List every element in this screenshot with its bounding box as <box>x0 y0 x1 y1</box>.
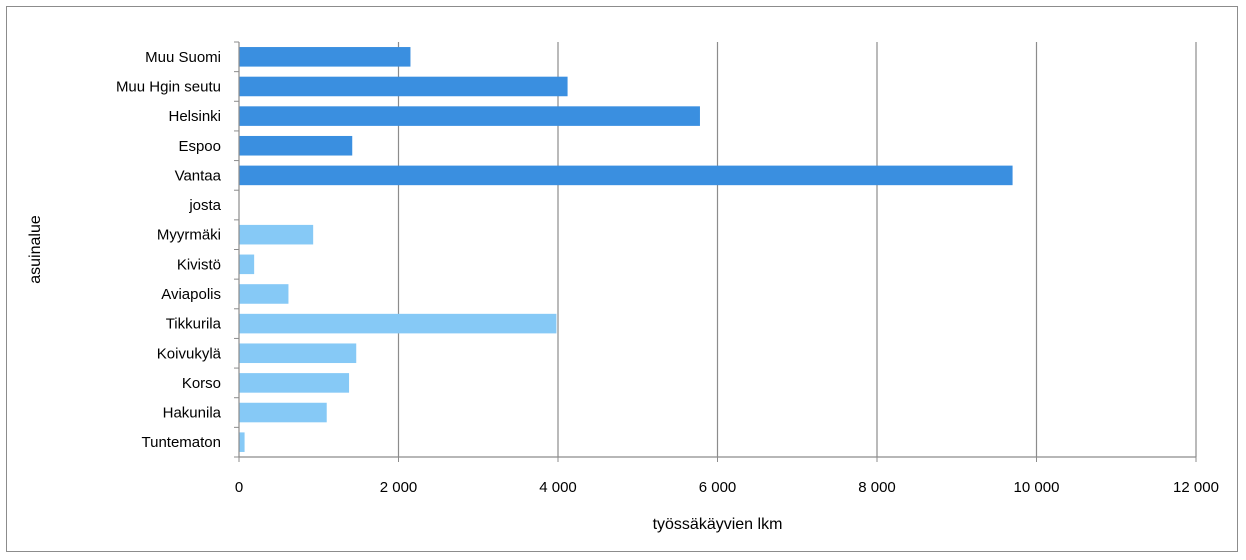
bars <box>239 47 1013 452</box>
bar <box>239 224 314 245</box>
y-tick-label: Korso <box>182 375 221 392</box>
y-tick-label: Helsinki <box>168 108 221 125</box>
y-tick-labels: Muu Suomi Muu Hgin seutu Helsinki Espoo Vant… <box>116 49 222 451</box>
grid-lines <box>397 42 1197 457</box>
y-tick-label: Aviapolis <box>161 286 221 303</box>
x-tick-labels: 0 2 000 4 000 6 000 8 000 10 000 12 000 <box>235 479 1219 496</box>
bar <box>239 165 1013 186</box>
bar <box>239 402 327 423</box>
bar <box>239 76 568 97</box>
x-tick-label: 6 000 <box>699 479 737 496</box>
bar <box>239 432 245 452</box>
x-axis-title: työssäkäyvien lkm <box>653 516 783 533</box>
bar <box>239 313 557 334</box>
y-tick-label: josta <box>188 197 221 214</box>
bar <box>239 106 700 126</box>
axes <box>234 41 1197 462</box>
y-tick-label: Tikkurila <box>166 316 222 333</box>
chart-frame <box>6 6 1238 552</box>
y-tick-label: Vantaa <box>175 167 222 184</box>
bar <box>239 343 357 364</box>
x-tick-label: 12 000 <box>1173 479 1219 496</box>
y-tick-label: Tuntematon <box>142 434 222 451</box>
x-tick-label: 4 000 <box>539 479 577 496</box>
bar <box>239 254 255 275</box>
y-tick-label: Myyrmäki <box>157 227 221 244</box>
bar <box>239 284 289 304</box>
x-tick-label: 8 000 <box>858 479 896 496</box>
bar <box>239 47 411 67</box>
y-tick-label: Muu Hgin seutu <box>116 78 221 95</box>
x-tick-label: 0 <box>235 479 243 496</box>
y-tick-label: Espoo <box>178 138 221 155</box>
y-tick-label: Hakunila <box>163 405 222 422</box>
y-tick-label: Koivukylä <box>157 345 222 362</box>
y-tick-label: Kivistö <box>177 256 221 273</box>
bar <box>239 373 350 393</box>
x-tick-label: 10 000 <box>1014 479 1060 496</box>
x-tick-label: 2 000 <box>380 479 418 496</box>
y-tick-label: Muu Suomi <box>145 49 221 66</box>
bar <box>239 135 353 156</box>
y-axis-title: asuinalue <box>27 215 44 284</box>
